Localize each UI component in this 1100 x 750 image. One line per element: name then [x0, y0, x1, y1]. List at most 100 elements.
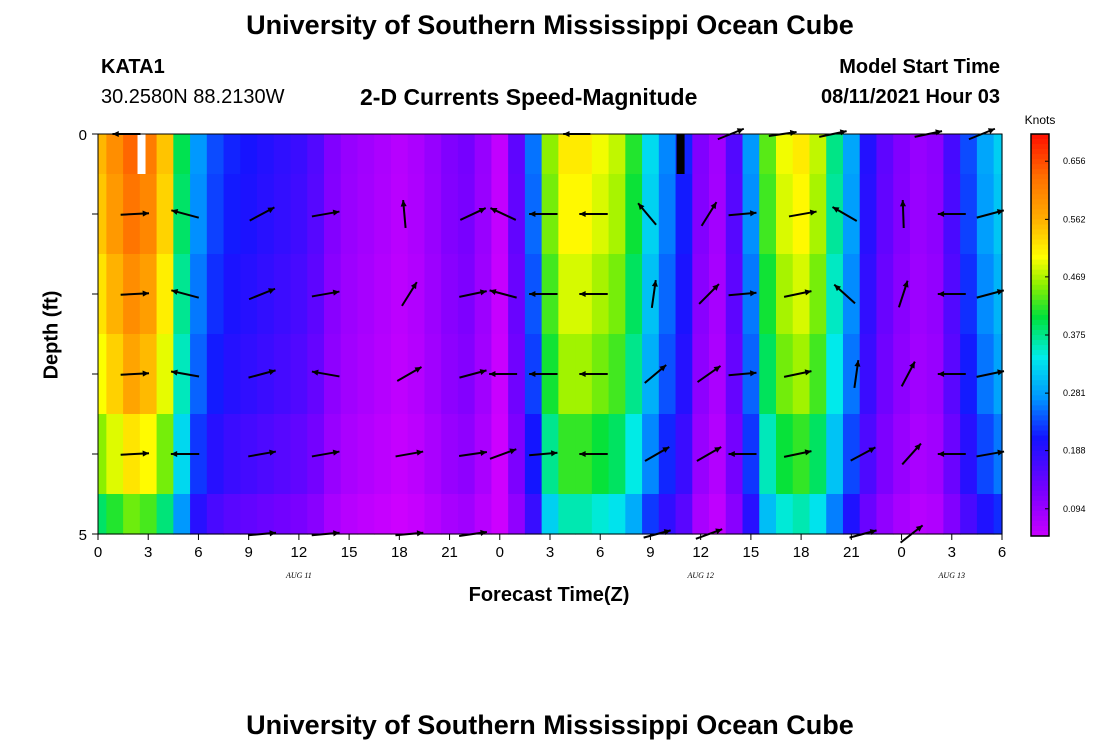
- current-vector-arrow: [120, 370, 150, 377]
- current-vector-arrow: [311, 449, 340, 458]
- heatmap-cell: [123, 494, 141, 535]
- heatmap-cell: [960, 334, 978, 415]
- current-vector-arrow: [489, 448, 517, 460]
- heatmap-cell: [123, 134, 141, 175]
- heatmap-cell: [709, 134, 727, 175]
- colorbar-segment: [1031, 194, 1049, 200]
- heatmap-cell: [106, 254, 124, 335]
- heatmap-cell: [826, 334, 844, 415]
- heatmap-cell: [943, 494, 961, 535]
- heatmap-cell: [508, 414, 526, 495]
- colorbar-tick-label: 0.375: [1063, 330, 1086, 340]
- heatmap-cell: [993, 174, 1003, 255]
- colorbar-segment: [1031, 314, 1049, 321]
- current-vector-arrow: [311, 209, 340, 218]
- heatmap-cell: [591, 134, 610, 175]
- heatmap-cell: [725, 134, 744, 175]
- heatmap-cell: [374, 414, 392, 495]
- current-vector-arrow: [170, 369, 200, 378]
- heatmap-cell: [625, 254, 643, 335]
- heatmap-cell: [993, 334, 1003, 415]
- colorbar-tick-label: 0.281: [1063, 388, 1086, 398]
- heatmap-cell: [173, 134, 191, 175]
- heatmap-cell: [441, 494, 459, 535]
- heatmap-cell: [625, 494, 643, 535]
- heatmap-cell: [223, 174, 241, 255]
- y-tick-label: 5: [79, 527, 87, 544]
- heatmap-cell: [257, 254, 275, 335]
- heatmap-cell: [809, 254, 827, 335]
- heatmap-cell: [98, 334, 107, 415]
- heatmap-cell: [156, 254, 174, 335]
- colorbar-segment: [1031, 515, 1049, 522]
- heatmap-cell: [407, 334, 426, 415]
- heatmap-cell: [893, 414, 911, 495]
- colorbar-segment: [1031, 400, 1049, 406]
- colorbar-segment: [1031, 435, 1049, 442]
- colorbar-segment: [1031, 485, 1049, 492]
- heatmap-cell: [558, 494, 576, 535]
- heatmap-cell: [658, 414, 677, 495]
- heatmap-cell: [859, 134, 878, 175]
- heatmap-cell: [390, 174, 409, 255]
- heatmap-cell: [960, 134, 978, 175]
- heatmap-cell: [508, 494, 526, 535]
- x-tick-label: 0: [94, 544, 102, 561]
- colorbar-segment: [1031, 450, 1049, 457]
- current-vector-arrow: [529, 290, 558, 298]
- current-vector-arrow: [937, 450, 966, 458]
- heatmap-cell: [692, 494, 710, 535]
- x-tick-label: 3: [948, 544, 956, 561]
- current-vector-arrow: [650, 279, 658, 309]
- chart-title: University of Southern Mississippi Ocean…: [246, 10, 854, 40]
- current-vector-arrow: [459, 207, 487, 221]
- heatmap-cell: [675, 414, 693, 495]
- heatmap-cell: [223, 134, 241, 175]
- heatmap-cell: [441, 334, 459, 415]
- colorbar-segment: [1031, 475, 1049, 482]
- colorbar-segment: [1031, 209, 1049, 215]
- colorbar-segment: [1031, 500, 1049, 507]
- x-tick-label: 21: [843, 544, 860, 561]
- heatmap-cell: [658, 494, 677, 535]
- colorbar-segment: [1031, 425, 1049, 432]
- heatmap-cell: [809, 494, 827, 535]
- heatmap-cell: [709, 414, 727, 495]
- heatmap-cell: [776, 494, 794, 535]
- station-coordinates: 30.2580N 88.2130W: [101, 86, 285, 108]
- colorbar-segment: [1031, 279, 1049, 286]
- heatmap-cell: [608, 334, 626, 415]
- heatmap-cell: [558, 174, 576, 255]
- heatmap-cell: [98, 254, 107, 335]
- heatmap-cell: [357, 494, 375, 535]
- heatmap-cell: [424, 414, 442, 495]
- current-vector-arrow: [248, 369, 276, 379]
- colorbar-segment: [1031, 525, 1049, 532]
- heatmap-cell: [976, 494, 995, 535]
- heatmap-cell: [976, 134, 995, 175]
- heatmap-cell: [909, 414, 928, 495]
- heatmap-cell: [759, 334, 777, 415]
- heatmap-cell: [190, 174, 208, 255]
- heatmap-cell: [675, 494, 693, 535]
- colorbar-segment: [1031, 284, 1049, 291]
- heatmap-cell: [173, 254, 191, 335]
- colorbar-label: Knots: [1025, 113, 1056, 127]
- heatmap-cell: [642, 254, 660, 335]
- heatmap-cell: [240, 334, 258, 415]
- current-vector-arrow: [120, 450, 150, 457]
- heatmap-cell: [558, 414, 576, 495]
- current-vector-arrow: [529, 210, 558, 218]
- colorbar-segment: [1031, 204, 1049, 210]
- heatmap-cell: [324, 414, 342, 495]
- heatmap-cell: [792, 494, 811, 535]
- heatmap-cell: [206, 174, 225, 255]
- current-vector-arrow: [120, 290, 150, 297]
- heatmap-cell: [106, 334, 124, 415]
- colorbar-segment: [1031, 234, 1049, 241]
- colorbar-segment: [1031, 505, 1049, 512]
- colorbar-segment: [1031, 229, 1049, 236]
- heatmap-cell: [909, 494, 928, 535]
- heatmap-cell: [792, 254, 811, 335]
- colorbar-segment: [1031, 329, 1049, 336]
